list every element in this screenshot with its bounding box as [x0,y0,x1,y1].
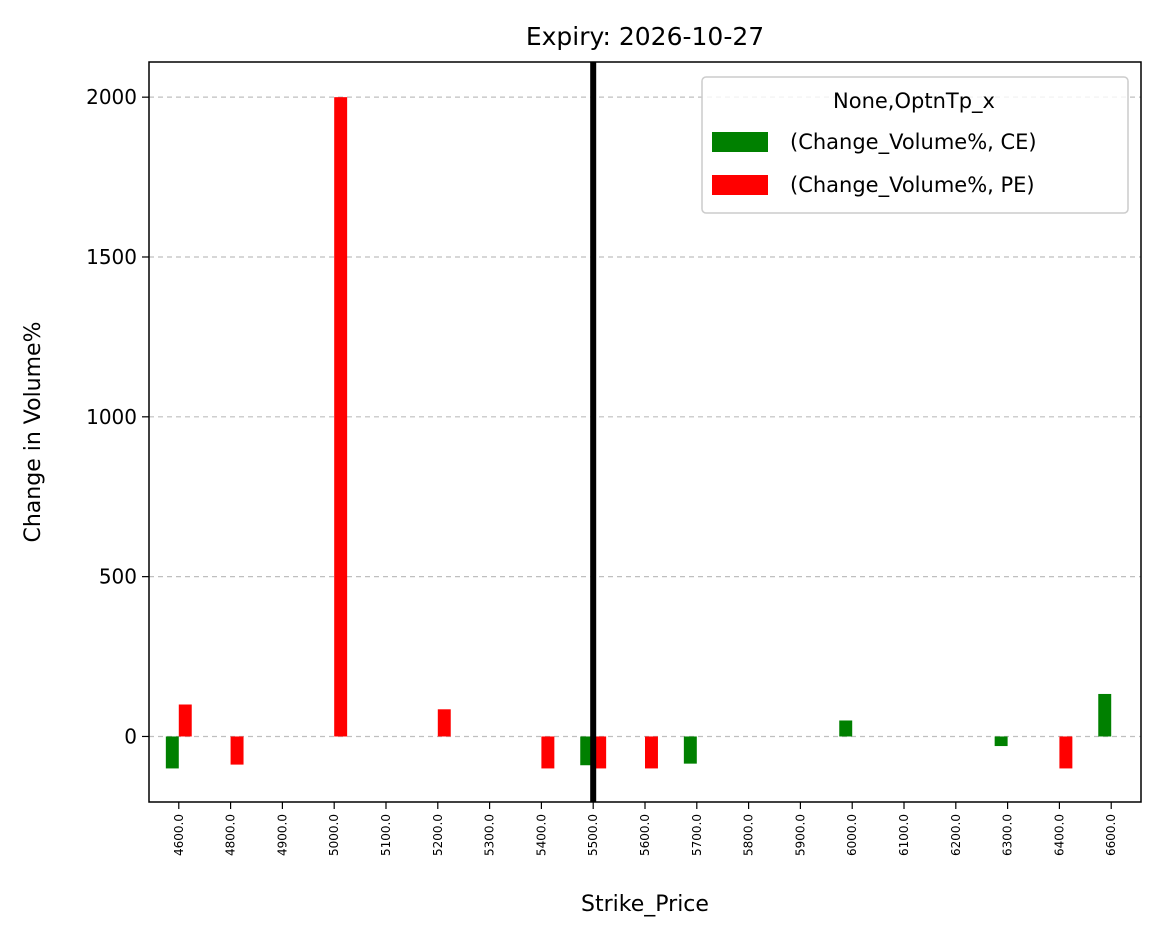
x-tick-label: 6200.0 [949,814,963,856]
x-tick-label: 5800.0 [742,814,756,856]
x-tick-label: 6600.0 [1104,814,1118,856]
y-axis-title: Change in Volume% [21,322,46,543]
bars [165,97,1112,769]
bar-pe-5500.0 [593,736,607,769]
bar-pe-5400.0 [541,736,555,769]
y-tick-label: 500 [99,565,137,589]
x-axis-title: Strike_Price [581,892,709,917]
x-tick-label: 4900.0 [275,814,289,856]
x-tick-label: 5300.0 [483,814,497,856]
bar-ce-5500.0 [580,736,594,766]
x-tick-label: 6100.0 [897,814,911,856]
y-tick-label: 1500 [86,245,137,269]
bar-pe-5600.0 [645,736,658,769]
x-tick-label: 5600.0 [638,814,652,856]
bar-pe-4600.0 [178,704,192,737]
legend-title: None,OptnTp_x [833,89,995,114]
x-tick-label: 5000.0 [327,814,341,856]
legend-box [701,76,1129,214]
x-tick-label: 6300.0 [1001,814,1015,856]
legend-swatch [712,175,768,195]
legend: None,OptnTp_x (Change_Volume%, CE)(Chang… [701,76,1129,214]
legend-swatch [712,132,768,152]
x-tick-label: 5900.0 [793,814,807,856]
legend-entries: (Change_Volume%, CE) (Change_Volume%, PE) [712,130,1037,198]
bar-pe-6400.0 [1059,736,1073,769]
x-tick-label: 5500.0 [586,814,600,856]
bar-ce-4600.0 [165,736,179,769]
x-tick-label: 5200.0 [431,814,445,856]
y-tick-label: 1000 [86,405,137,429]
x-tick-label: 5400.0 [534,814,548,856]
chart-title: Expiry: 2026-10-27 [526,22,764,51]
y-tick-label: 0 [124,724,137,748]
bar-ce-6600.0 [1098,693,1112,737]
bar-pe-5000.0 [334,97,348,737]
y-axis-ticks: 0 500 1000 1500 2000 [86,85,149,748]
bar-ce-6300.0 [994,736,1008,747]
x-tick-label: 6400.0 [1052,814,1066,856]
x-tick-label: 4800.0 [224,814,238,856]
x-axis-ticks: 4600.0 4800.0 4900.0 5000.0 5100.0 5200.0 5300… [172,802,1118,856]
x-tick-label: 6000.0 [845,814,859,856]
x-tick-label: 4600.0 [172,814,186,856]
y-tick-label: 2000 [86,85,137,109]
bar-ce-6000.0 [839,720,853,737]
bar-pe-4800.0 [230,736,244,765]
legend-label: (Change_Volume%, CE) [790,130,1037,155]
x-tick-label: 5100.0 [379,814,393,856]
bar-pe-5200.0 [437,709,451,737]
x-tick-label: 5700.0 [690,814,704,856]
bar-ce-5700.0 [683,736,697,764]
legend-label: (Change_Volume%, PE) [790,173,1035,198]
